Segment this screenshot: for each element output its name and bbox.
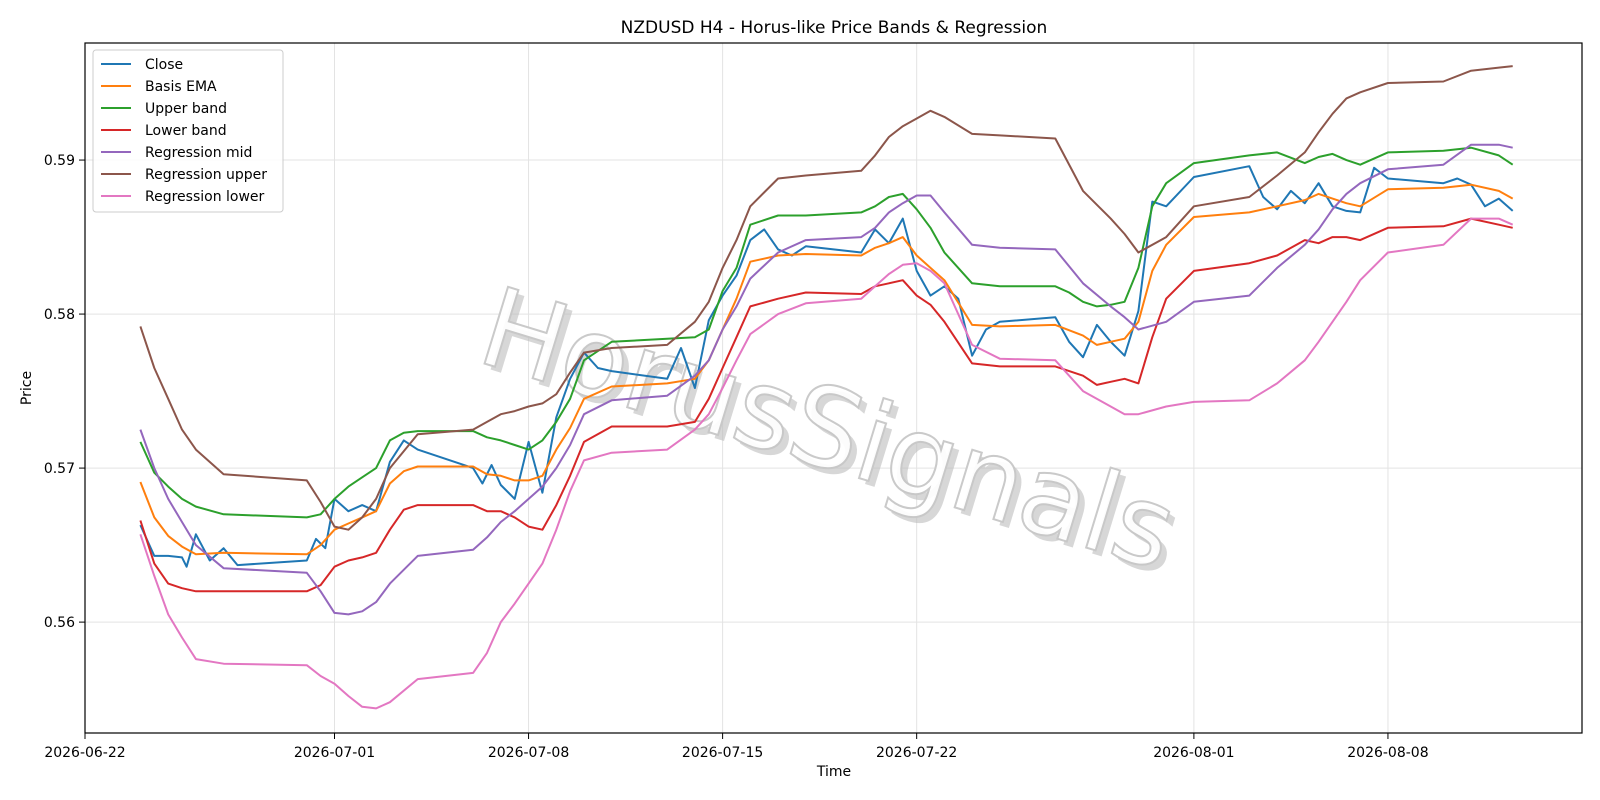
legend-entry: Close (145, 57, 183, 73)
x-axis-ticks: 2026-06-22 2026-07-01 2026-07-08 2026-07-15… (44, 733, 1429, 761)
x-tick-label: 2026-07-08 (488, 745, 569, 761)
series-line-close (139, 165, 1514, 568)
series-line-lower-band (139, 217, 1513, 593)
legend-box (92, 49, 284, 213)
y-axis-label: Price (19, 371, 35, 405)
series-line-regression-upper (139, 65, 1513, 531)
plot-area-frame (84, 42, 1583, 734)
series-lines (139, 65, 1514, 710)
y-tick-label: 0.57 (44, 461, 75, 477)
x-tick-label: 2026-07-22 (876, 745, 957, 761)
x-tick-label: 2026-08-01 (1153, 745, 1234, 761)
legend-entry: Regression lower (145, 189, 265, 205)
legend-entry: Basis EMA (145, 79, 217, 95)
y-tick-label: 0.58 (44, 307, 75, 323)
legend-entry: Regression mid (145, 145, 252, 161)
legend-entry: Upper band (145, 101, 227, 117)
x-tick-label: 2026-07-15 (682, 745, 763, 761)
y-tick-label: 0.59 (44, 153, 75, 169)
y-tick-label: 0.56 (44, 615, 75, 631)
chart-title: NZDUSD H4 - Horus-like Price Bands & Reg… (621, 18, 1048, 38)
legend: Close Basis EMA Upper band Lower band Regres… (92, 49, 284, 213)
legend-entry: Regression upper (145, 167, 267, 183)
x-axis-label: Time (816, 764, 851, 780)
series-line-basis-ema (139, 183, 1514, 556)
x-tick-label: 2026-07-01 (294, 745, 375, 761)
x-tick-label: 2026-06-22 (44, 745, 125, 761)
legend-entry: Lower band (145, 123, 227, 139)
series-line-regression-mid (139, 143, 1513, 616)
grid-lines (84, 43, 1582, 733)
y-axis-ticks: 0.56 0.57 0.58 0.59 (44, 153, 85, 631)
series-line-upper-band (139, 146, 1514, 519)
x-tick-label: 2026-08-08 (1347, 745, 1428, 761)
series-line-regression-lower (139, 217, 1514, 710)
